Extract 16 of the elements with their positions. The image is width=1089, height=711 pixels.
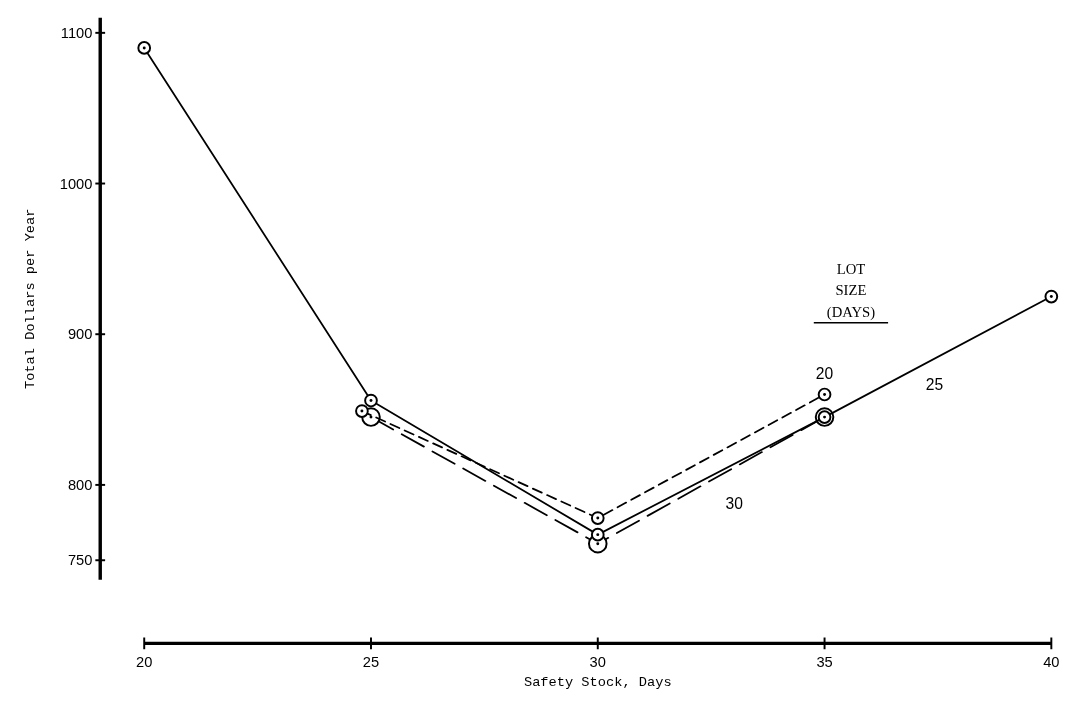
y-tick-label: 800 [67,477,93,494]
y-tick-label: 1100 [60,24,93,41]
y-tick-label: 750 [67,552,93,569]
y-axis-title: Total Dollars per Year [22,208,38,390]
x-tick-label: 25 [362,653,380,670]
series-label: 20 [815,364,834,382]
x-tick-label: 40 [1043,653,1060,670]
series-label: 30 [725,495,744,513]
legend-title: LOT SIZE (DAYS) [826,260,876,321]
series-label: 25 [925,376,944,394]
x-tick-label: 30 [589,653,606,670]
x-tick-label: 20 [136,653,153,670]
x-axis-title: Safety Stock, Days [523,675,672,691]
x-tick-label: 35 [816,653,833,670]
y-tick-label: 1000 [59,175,93,192]
y-tick-label: 900 [67,326,93,343]
